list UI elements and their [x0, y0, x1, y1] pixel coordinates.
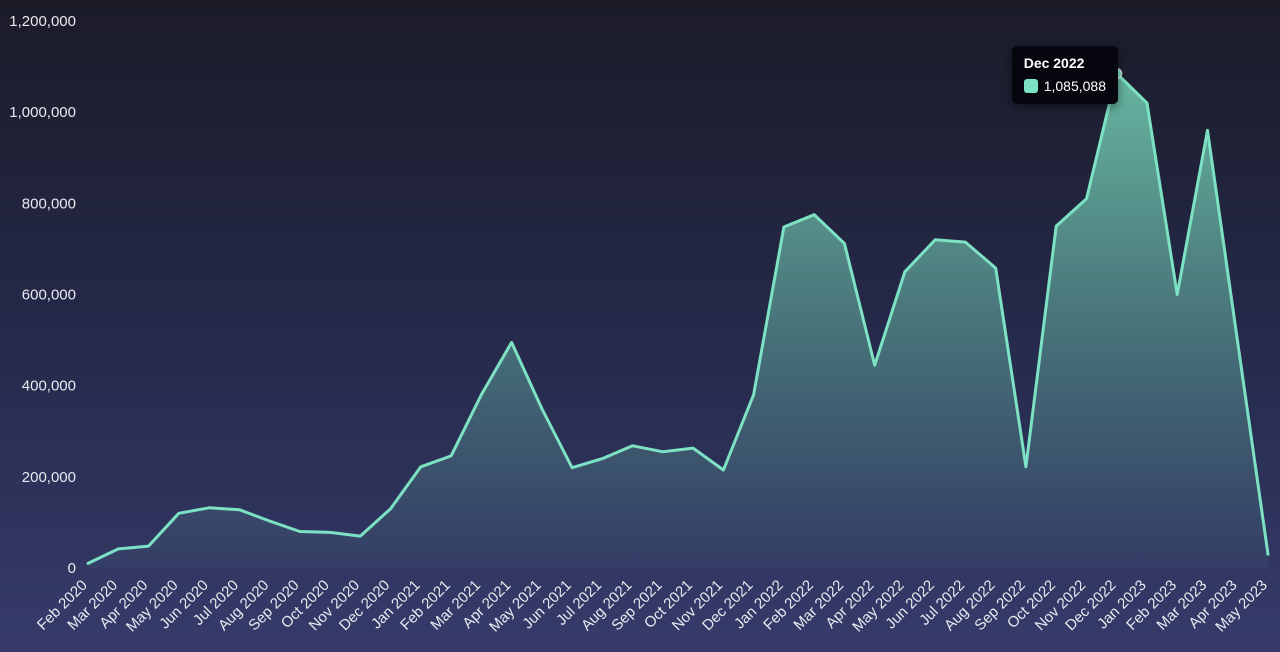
series-area [88, 73, 1268, 569]
y-axis-label: 0 [68, 560, 76, 577]
tooltip-value: 1,085,088 [1043, 78, 1106, 95]
y-axis-label: 800,000 [22, 195, 76, 212]
y-axis-label: 1,000,000 [9, 104, 76, 121]
y-axis-label: 1,200,000 [9, 13, 76, 30]
tooltip: Dec 2022 1,085,088 [1011, 46, 1118, 105]
y-axis-label: 400,000 [22, 378, 76, 395]
y-axis-label: 600,000 [22, 287, 76, 304]
y-axis-label: 200,000 [22, 469, 76, 486]
tooltip-value-row: 1,085,088 [1023, 78, 1106, 95]
tooltip-title: Dec 2022 [1023, 55, 1085, 72]
series-swatch-icon [1023, 79, 1038, 94]
series-line[interactable] [86, 71, 1270, 565]
